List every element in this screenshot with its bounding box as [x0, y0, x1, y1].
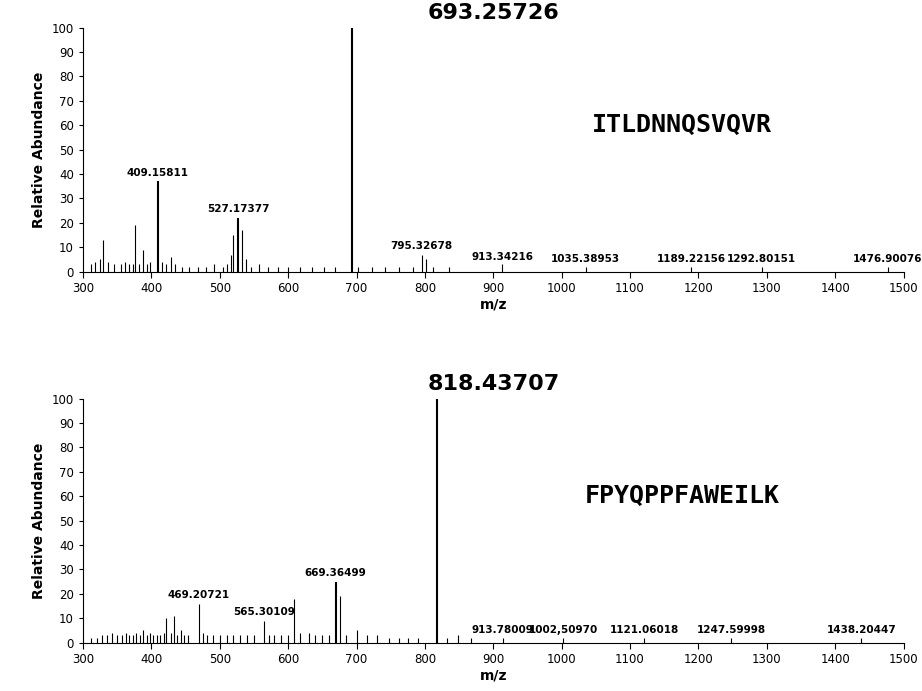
Text: 1247.59998: 1247.59998 — [696, 625, 765, 635]
Text: 409.15811: 409.15811 — [126, 168, 189, 178]
Text: 1002,50970: 1002,50970 — [528, 625, 598, 635]
Text: 669.36499: 669.36499 — [304, 568, 366, 578]
Y-axis label: Relative Abundance: Relative Abundance — [32, 442, 46, 599]
Title: 693.25726: 693.25726 — [428, 3, 559, 23]
Text: 913.78009: 913.78009 — [472, 625, 534, 635]
Text: FPYQPPFAWEILK: FPYQPPFAWEILK — [585, 484, 779, 508]
Text: 469.20721: 469.20721 — [168, 590, 230, 600]
Text: 1189.22156: 1189.22156 — [656, 254, 726, 265]
Text: 527.17377: 527.17377 — [207, 205, 269, 214]
Title: 818.43707: 818.43707 — [427, 375, 560, 395]
Text: 913.34216: 913.34216 — [471, 252, 534, 262]
Text: 565.30109: 565.30109 — [233, 607, 295, 617]
X-axis label: m/z: m/z — [479, 669, 507, 683]
Text: 1121.06018: 1121.06018 — [609, 625, 680, 635]
Text: 1438.20447: 1438.20447 — [826, 625, 896, 635]
Text: 1292.80151: 1292.80151 — [727, 254, 797, 265]
Text: 1035.38953: 1035.38953 — [551, 254, 621, 265]
X-axis label: m/z: m/z — [479, 298, 507, 312]
Text: ITLDNNQSVQVR: ITLDNNQSVQVR — [592, 113, 772, 138]
Text: 1476.90076: 1476.90076 — [853, 254, 922, 265]
Text: 795.32678: 795.32678 — [391, 241, 453, 251]
Y-axis label: Relative Abundance: Relative Abundance — [32, 71, 46, 228]
